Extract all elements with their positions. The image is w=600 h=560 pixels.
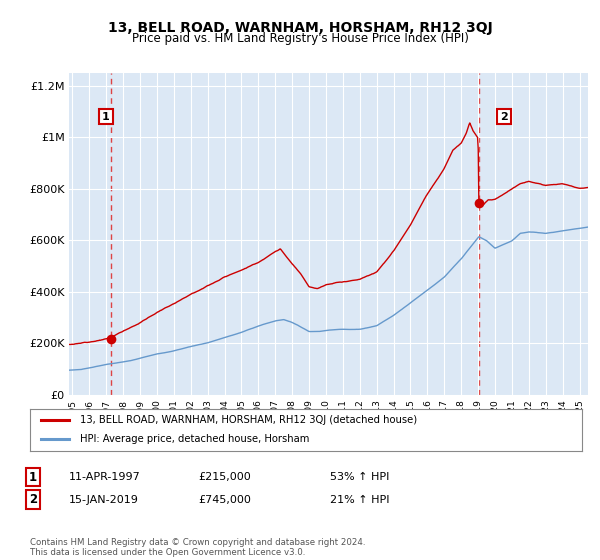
Text: 13, BELL ROAD, WARNHAM, HORSHAM, RH12 3QJ: 13, BELL ROAD, WARNHAM, HORSHAM, RH12 3Q… (107, 21, 493, 35)
Text: 2: 2 (500, 111, 508, 122)
Text: 2: 2 (29, 493, 37, 506)
Text: 15-JAN-2019: 15-JAN-2019 (69, 494, 139, 505)
Text: 11-APR-1997: 11-APR-1997 (69, 472, 141, 482)
Text: 13, BELL ROAD, WARNHAM, HORSHAM, RH12 3QJ (detached house): 13, BELL ROAD, WARNHAM, HORSHAM, RH12 3Q… (80, 415, 417, 425)
Text: 1: 1 (102, 111, 110, 122)
Text: 53% ↑ HPI: 53% ↑ HPI (330, 472, 389, 482)
Text: £215,000: £215,000 (198, 472, 251, 482)
Text: HPI: Average price, detached house, Horsham: HPI: Average price, detached house, Hors… (80, 435, 309, 445)
Text: Price paid vs. HM Land Registry's House Price Index (HPI): Price paid vs. HM Land Registry's House … (131, 32, 469, 45)
Text: £745,000: £745,000 (198, 494, 251, 505)
Text: Contains HM Land Registry data © Crown copyright and database right 2024.
This d: Contains HM Land Registry data © Crown c… (30, 538, 365, 557)
Text: 21% ↑ HPI: 21% ↑ HPI (330, 494, 389, 505)
Text: 1: 1 (29, 470, 37, 484)
